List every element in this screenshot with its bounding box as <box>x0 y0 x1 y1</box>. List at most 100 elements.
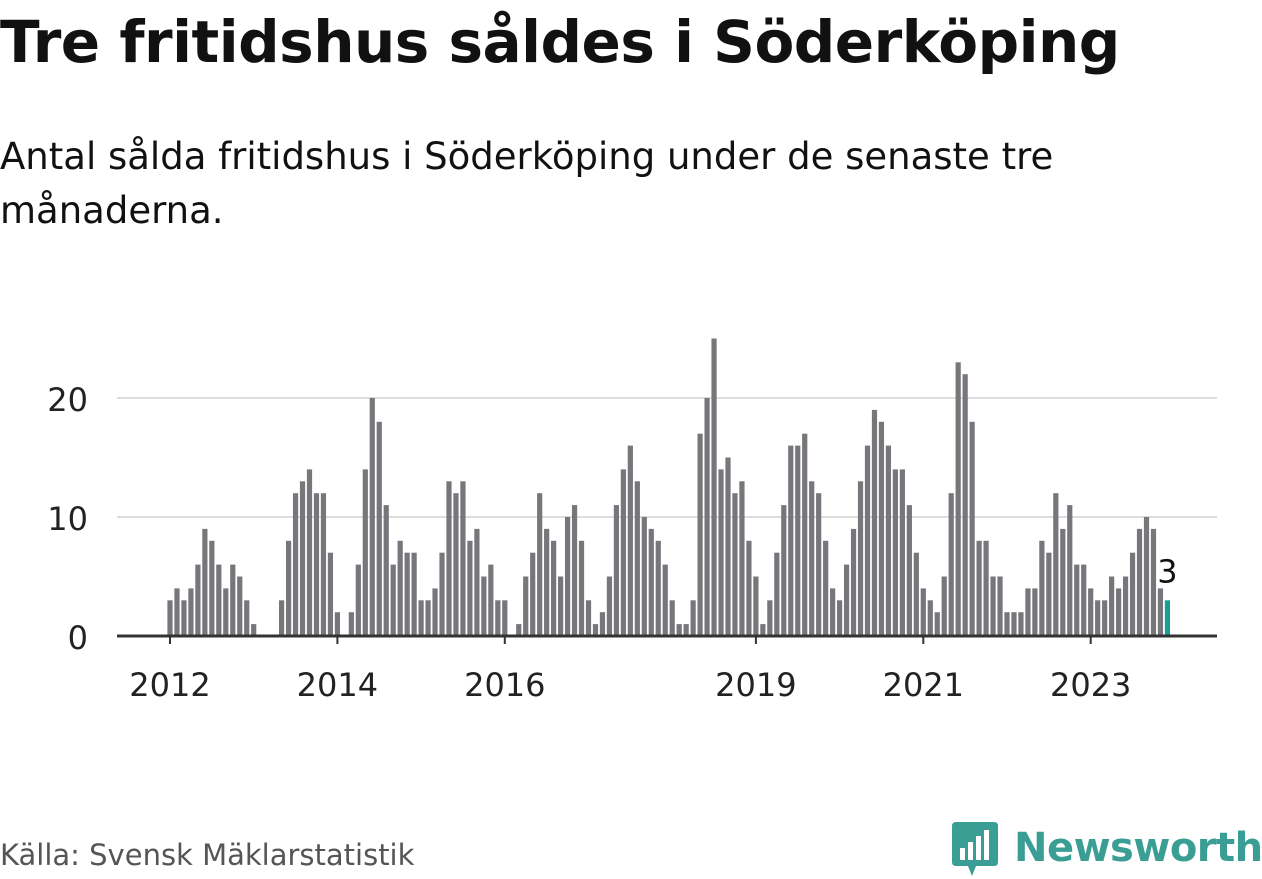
bar <box>306 469 313 636</box>
bar <box>711 338 717 636</box>
bar <box>209 540 215 636</box>
bar <box>1004 612 1010 636</box>
bar <box>244 600 250 636</box>
bar <box>1081 564 1087 636</box>
bar <box>892 469 898 636</box>
bar <box>613 505 619 636</box>
bar <box>439 552 445 636</box>
bar <box>1074 564 1080 636</box>
bar <box>1143 517 1150 636</box>
chart-title: Tre fritidshus såldes i Söderköping <box>0 8 1120 76</box>
bar <box>697 433 703 636</box>
bar <box>495 600 501 636</box>
bar <box>823 540 829 636</box>
bar <box>1150 528 1157 636</box>
bar <box>1102 600 1108 636</box>
bar <box>690 600 696 636</box>
bar <box>251 624 257 636</box>
bar <box>704 398 710 636</box>
bar <box>460 481 466 636</box>
bar <box>1039 540 1045 636</box>
bar-chart: 0 10 20 2012 2014 2016 2019 2021 2023 3 <box>47 338 1217 704</box>
bar <box>927 600 933 636</box>
bar <box>453 493 459 636</box>
bar <box>578 540 585 636</box>
bar <box>899 469 905 636</box>
bar <box>523 576 529 636</box>
bar <box>620 469 626 636</box>
bar <box>237 576 243 636</box>
bar <box>913 552 919 636</box>
bar <box>369 398 375 636</box>
bar <box>292 493 299 636</box>
bar <box>474 528 480 636</box>
x-tick-label: 2021 <box>883 666 964 704</box>
x-tick-label: 2023 <box>1050 666 1131 704</box>
bar <box>188 588 194 636</box>
bar <box>760 624 766 636</box>
bar <box>320 493 327 636</box>
bar <box>411 552 417 636</box>
bar <box>1088 588 1094 636</box>
bar <box>467 540 473 636</box>
bar <box>850 528 857 636</box>
data-label-last: 3 <box>1157 552 1177 590</box>
bar <box>753 576 759 636</box>
bar <box>544 528 550 636</box>
bar <box>1060 528 1066 636</box>
bar <box>669 600 675 636</box>
bar <box>920 588 926 636</box>
bar <box>662 564 668 636</box>
bar <box>1046 552 1052 636</box>
chart-subtitle: Antal sålda fritidshus i Söderköping und… <box>0 135 1054 232</box>
bar <box>955 362 961 636</box>
bar <box>390 564 396 636</box>
bar <box>676 624 682 636</box>
bar <box>934 612 940 636</box>
bar <box>990 576 996 636</box>
bar <box>313 493 320 636</box>
bar <box>585 600 592 636</box>
bar <box>592 624 599 636</box>
bar <box>878 421 885 636</box>
bar <box>962 374 968 636</box>
bar <box>767 600 773 636</box>
bar <box>334 612 340 636</box>
bar <box>655 540 661 636</box>
bar <box>871 409 878 636</box>
bar <box>216 564 222 636</box>
y-tick-label: 10 <box>47 500 88 538</box>
bar <box>376 421 382 636</box>
newsworthy-logo-icon <box>952 822 998 876</box>
bar <box>1067 505 1073 636</box>
bar <box>837 600 843 636</box>
bar <box>1025 588 1031 636</box>
bar <box>1136 528 1143 636</box>
bar <box>1095 600 1101 636</box>
brand-logo[interactable]: Newsworthy <box>950 818 1262 878</box>
bar <box>948 493 954 636</box>
bar <box>795 445 801 636</box>
bar <box>530 552 536 636</box>
bar <box>551 540 557 636</box>
source-note: Källa: Svensk Mäklarstatistik <box>0 838 415 872</box>
bar <box>718 469 724 636</box>
bar <box>997 576 1003 636</box>
bar <box>1129 552 1136 636</box>
bar <box>1011 612 1017 636</box>
bar <box>223 588 229 636</box>
bar <box>1032 588 1038 636</box>
bar <box>1157 588 1164 636</box>
y-tick-label: 0 <box>68 619 88 657</box>
x-tick-label: 2012 <box>129 666 210 704</box>
bar <box>362 469 368 636</box>
bar <box>983 540 989 636</box>
bar <box>404 552 410 636</box>
bar <box>516 624 522 636</box>
bar <box>969 421 975 636</box>
bar <box>864 445 871 636</box>
bar <box>634 481 640 636</box>
bar <box>537 493 543 636</box>
bar <box>488 564 494 636</box>
bar <box>564 517 571 636</box>
